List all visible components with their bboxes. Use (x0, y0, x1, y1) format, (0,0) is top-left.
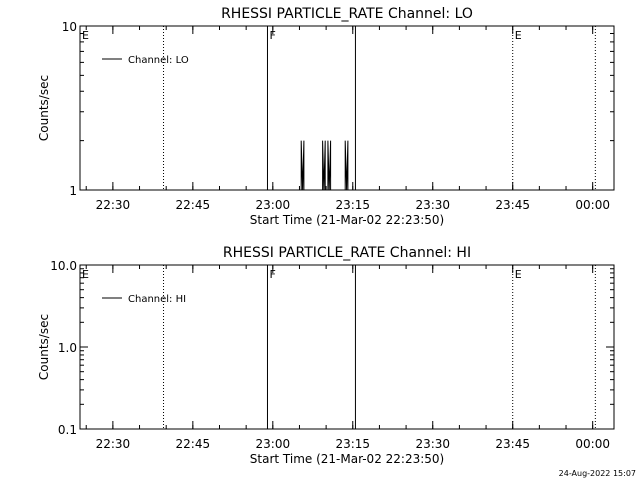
panel-1-marker-label-4: E (515, 29, 522, 42)
panel-1-x-tick-label-1: 22:45 (176, 198, 211, 212)
panel-1-marker-label-0: E (82, 29, 89, 42)
panel-1-legend-label: Channel: LO (128, 55, 189, 66)
panel-2-y-tick-label-2: 10.0 (50, 259, 77, 273)
panel-2-x-tick-label-6: 00:00 (575, 437, 610, 451)
panel-1-marker-label-2: F (269, 29, 275, 42)
panel-1-chart-title: RHESSI PARTICLE_RATE Channel: LO (221, 6, 473, 22)
panel-1-x-tick-label-2: 23:00 (256, 198, 291, 212)
panel-2-chart-title: RHESSI PARTICLE_RATE Channel: HI (223, 245, 471, 261)
panel-2-x-tick-label-0: 22:30 (96, 437, 131, 451)
panel-2-x-tick-label-2: 23:00 (256, 437, 291, 451)
panel-2-y-tick-label-0: 0.1 (58, 423, 77, 437)
panel-2-x-tick-label-1: 22:45 (176, 437, 211, 451)
panel-2-x-tick-label-4: 23:30 (415, 437, 450, 451)
panel-1-x-tick-label-3: 23:15 (335, 198, 370, 212)
panel-2-marker-label-4: E (515, 268, 522, 281)
panel-1-y-axis-label: Counts/sec (37, 75, 51, 141)
panel-1-x-axis-label: Start Time (21-Mar-02 22:23:50) (250, 213, 444, 227)
panel-2-y-axis-label: Counts/sec (37, 314, 51, 380)
panel-2-legend-label: Channel: HI (128, 294, 186, 305)
panel-2-x-tick-label-5: 23:45 (495, 437, 530, 451)
panel-2-x-tick-label-3: 23:15 (335, 437, 370, 451)
panel-2-plot-frame (79, 264, 615, 430)
panel-2-marker-label-2: F (269, 268, 275, 281)
plot-timestamp: 24-Aug-2022 15:07 (558, 469, 636, 478)
panel-1-x-tick-label-6: 00:00 (575, 198, 610, 212)
panel-1-x-tick-label-4: 23:30 (415, 198, 450, 212)
panel-1-x-tick-label-5: 23:45 (495, 198, 530, 212)
panel-2-marker-label-0: E (82, 268, 89, 281)
panel-1-y-tick-label-0: 1 (69, 184, 77, 198)
panel-1-y-tick-label-1: 10 (62, 20, 77, 34)
panel-1-series-line-0 (300, 140, 349, 191)
panel-2-x-axis-label: Start Time (21-Mar-02 22:23:50) (250, 452, 444, 466)
panel-1-x-tick-label-0: 22:30 (96, 198, 131, 212)
panel-2-y-tick-label-1: 1.0 (58, 341, 77, 355)
